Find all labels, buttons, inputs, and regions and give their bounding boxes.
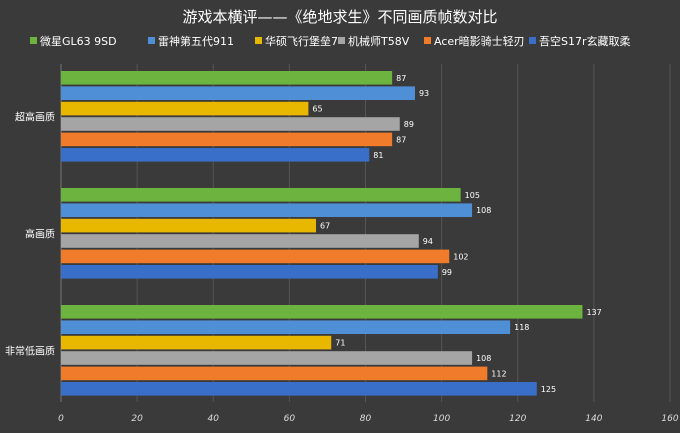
bar (61, 203, 473, 217)
category-label: 高画质 (25, 227, 55, 240)
legend-label: Acer暗影骑士轻刃 (434, 34, 525, 48)
data-label: 65 (312, 105, 322, 114)
x-tick-label: 40 (208, 414, 220, 424)
x-tick-label: 160 (661, 414, 678, 424)
data-label: 102 (453, 252, 468, 261)
legend-label: 微星GL63 9SD (40, 34, 117, 48)
legend-label: 华硕飞行堡垒7 (265, 34, 338, 48)
bar (61, 351, 473, 365)
data-label: 118 (514, 323, 529, 332)
legend-swatch (148, 37, 155, 44)
bar (61, 148, 370, 162)
bar (61, 218, 317, 233)
bar (61, 320, 511, 334)
legend-item: 微星GL63 9SD (30, 34, 117, 48)
data-label: 67 (320, 222, 330, 231)
data-label: 112 (491, 369, 506, 378)
data-label: 105 (465, 191, 480, 200)
category-label: 非常低画质 (5, 344, 55, 357)
bar (61, 234, 419, 248)
bar (61, 249, 450, 264)
bar (61, 101, 309, 116)
bar (61, 366, 488, 381)
bar (61, 335, 332, 350)
legend-item: 机械师T58V (338, 34, 410, 48)
data-label: 87 (396, 135, 406, 144)
data-label: 94 (423, 237, 433, 246)
x-tick-label: 120 (509, 414, 526, 424)
bar (61, 265, 438, 279)
legend-swatch (338, 37, 345, 44)
chart-title: 游戏本横评——《绝地求生》不同画质帧数对比 (182, 8, 497, 26)
bar (61, 86, 415, 100)
legend-swatch (255, 37, 262, 44)
x-tick-label: 60 (284, 414, 296, 424)
legend-swatch (30, 37, 37, 44)
legend-swatch (424, 37, 431, 44)
bars: 8793658987811051086794102991371187110811… (61, 71, 602, 396)
x-tick-label: 100 (433, 414, 450, 424)
legend-item: 吾空S17r玄藏取柔 (529, 34, 631, 48)
data-label: 125 (541, 385, 556, 394)
bar (61, 305, 583, 319)
bar (61, 188, 461, 202)
bar (61, 382, 537, 396)
data-label: 108 (476, 206, 491, 215)
data-label: 137 (586, 308, 601, 317)
data-label: 93 (419, 89, 429, 98)
data-label: 89 (404, 120, 414, 129)
category-label: 超高画质 (15, 110, 55, 123)
x-tick-label: 0 (58, 414, 64, 424)
bar (61, 71, 393, 85)
data-label: 81 (373, 151, 383, 160)
data-label: 71 (335, 339, 345, 348)
x-tick-label: 20 (131, 414, 143, 424)
data-label: 87 (396, 74, 406, 83)
legend-item: 雷神第五代911 (148, 34, 234, 48)
x-tick-label: 140 (585, 414, 602, 424)
legend-swatch (529, 37, 536, 44)
legend-label: 机械师T58V (348, 34, 410, 48)
legend-item: Acer暗影骑士轻刃 (424, 34, 525, 48)
bar (61, 132, 393, 147)
legend: 微星GL63 9SD 雷神第五代911 华硕飞行堡垒7 机械师T58V Acer暗影骑士… (30, 34, 631, 48)
legend-label: 吾空S17r玄藏取柔 (539, 34, 631, 48)
data-label: 99 (442, 268, 452, 277)
data-label: 108 (476, 354, 491, 363)
legend-item: 华硕飞行堡垒7 (255, 34, 338, 48)
legend-label: 雷神第五代911 (158, 34, 234, 48)
x-tick-label: 80 (360, 414, 372, 424)
bar (61, 117, 400, 131)
